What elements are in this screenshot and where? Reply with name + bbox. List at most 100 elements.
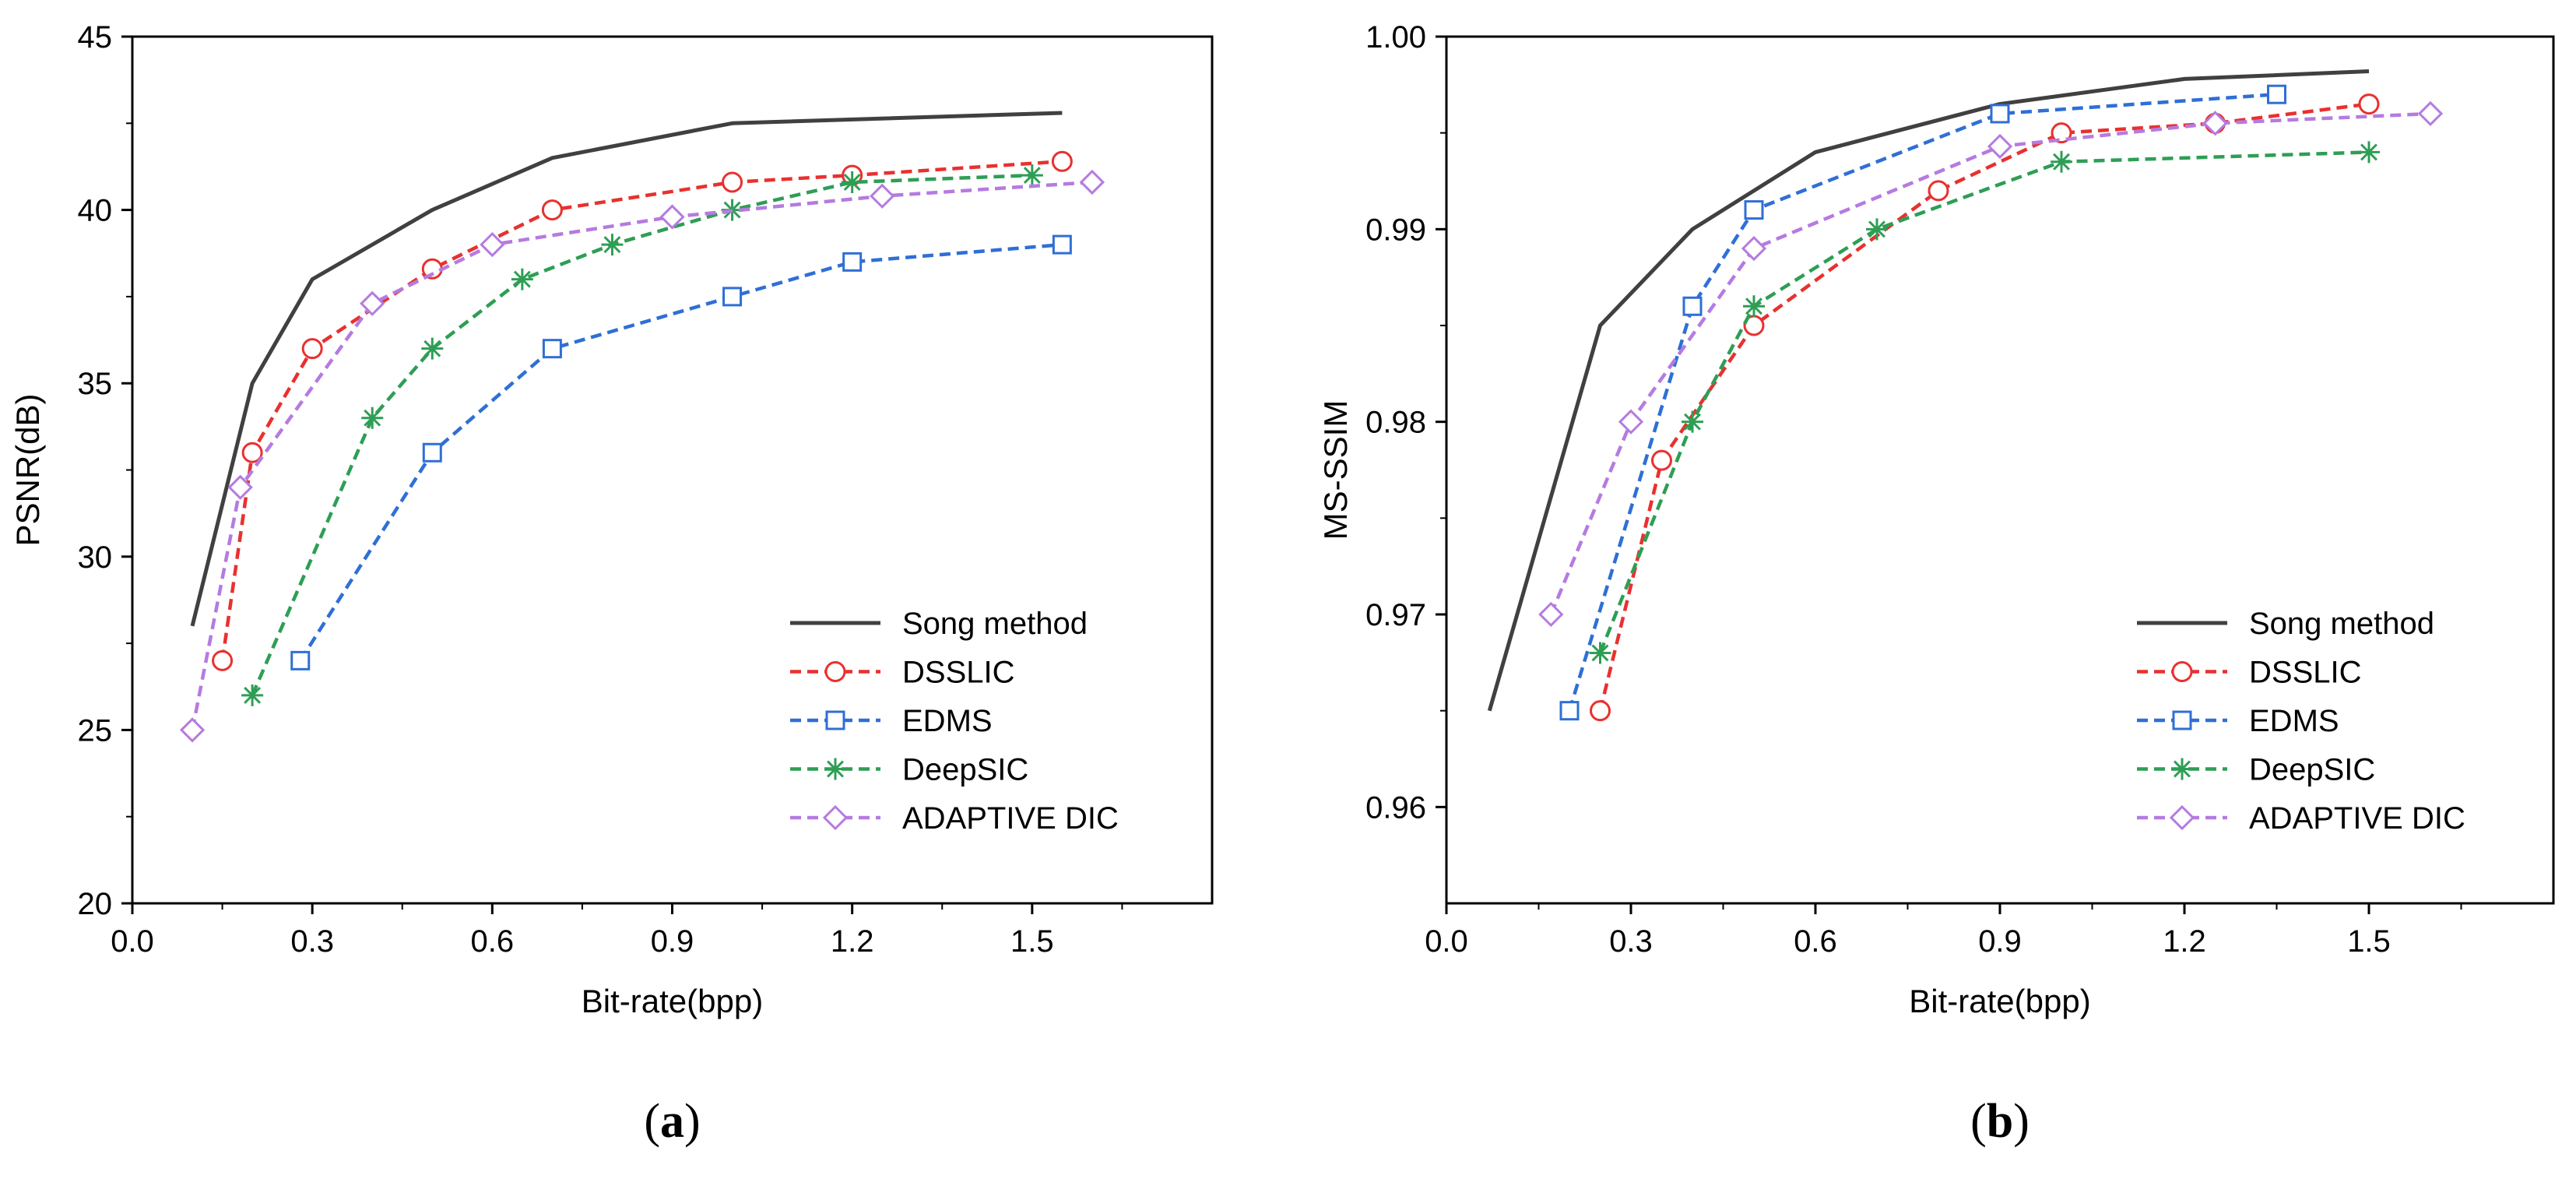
data-point-marker [361,406,384,429]
y-tick-label: 0.97 [1365,598,1426,632]
data-point-marker [241,684,264,706]
y-tick-label: 0.96 [1365,790,1426,825]
x-tick-label: 0.3 [1609,924,1653,959]
data-point-marker [1021,164,1043,187]
data-point-marker [179,717,206,743]
y-tick-label: 0.99 [1365,213,1426,247]
legend-label: ADAPTIVE DIC [2249,801,2465,836]
data-point-marker [2417,100,2444,127]
x-tick-label: 0.0 [111,924,154,959]
x-axis-label: Bit-rate(bpp) [582,983,763,1019]
data-point-marker [227,474,253,500]
y-tick-label: 45 [78,20,113,55]
series-line [1549,111,2431,615]
legend-marker [824,661,846,682]
x-tick-label: 1.5 [2347,924,2391,959]
x-tick-label: 0.0 [1425,924,1468,959]
y-tick-label: 30 [78,540,113,575]
x-tick-label: 0.9 [1978,924,2022,959]
paren-close: ) [2013,1095,2030,1148]
data-point-marker [480,231,505,258]
legend-label: EDMS [2249,704,2339,738]
legend-marker [2169,804,2195,831]
data-point-marker [1052,234,1072,255]
series-song-method [1487,69,2370,712]
y-tick-label: 1.00 [1365,20,1426,55]
data-point-marker [601,234,624,256]
data-point-marker [2051,150,2072,173]
paren-close: ) [684,1095,701,1148]
y-tick-label: 20 [78,887,113,921]
legend-label: EDMS [902,704,993,738]
series-line [1598,150,2370,654]
series-line [190,111,1063,627]
data-point-marker [1682,410,1703,433]
data-point-marker [541,199,563,221]
subfigure-label: (a) [644,1095,700,1148]
data-point-marker [212,649,234,671]
data-point-marker [1590,700,1611,722]
x-tick-label: 0.6 [1794,924,1837,959]
data-point-marker [421,337,444,360]
data-point-marker [511,268,533,290]
data-point-marker [2358,93,2380,115]
chart-panel-b: 0.0 0.3 0.6 0.9 1.2 1.5 0.96 0.97 0.98 0.99 1.00 Bi… [1317,20,2555,1148]
x-tick-label: 1.2 [831,924,874,959]
legend-label: DSSLIC [902,656,1015,690]
legend-label: DeepSIC [902,753,1028,787]
y-tick-label: 25 [78,713,113,748]
subfigure-letter: a [660,1095,684,1148]
y-axis-label: MS-SSIM [1317,400,1354,540]
data-point-marker [870,183,895,209]
series-edms [290,234,1072,670]
legend-marker [822,804,849,831]
data-point-marker [1987,133,2013,160]
series-adaptive-dic [179,169,1105,743]
data-point-marker [1682,296,1703,316]
legend-label: DeepSIC [2249,753,2375,787]
series-line [1567,92,2277,712]
y-tick-label: 40 [78,194,113,228]
series-edms [1559,84,2286,721]
legend-marker [824,758,846,780]
legend-marker [2171,661,2193,682]
series-line [251,173,1032,696]
legend-label: DSSLIC [2249,656,2362,690]
data-point-marker [1079,169,1105,195]
series-line [190,180,1093,730]
data-point-marker [1928,180,1949,202]
plot-frame [131,35,1214,905]
data-point-marker [2358,141,2380,164]
data-point-marker [301,338,323,360]
data-point-marker [1743,295,1765,318]
paren-open: ( [1970,1095,1987,1148]
legend-marker [2171,758,2193,780]
paren-open: ( [644,1095,660,1148]
data-point-marker [1538,601,1564,628]
y-axis-label: PSNR(dB) [9,393,46,546]
data-point-marker [2202,111,2228,136]
y-tick-label: 35 [78,367,113,401]
data-point-marker [1559,701,1580,721]
x-tick-label: 0.6 [471,924,515,959]
legend-marker [2172,710,2192,730]
data-point-marker [842,252,863,272]
legend-label: ADAPTIVE DIC [902,801,1119,836]
series-adaptive-dic [1538,100,2444,628]
data-point-marker [1051,150,1073,172]
series-dsslic [212,150,1073,671]
subfigure-letter: b [1987,1095,2013,1148]
data-point-marker [241,442,263,463]
legend-label: Song method [902,607,1088,641]
data-point-marker [659,204,685,230]
x-tick-label: 0.3 [290,924,334,959]
data-point-marker [290,650,311,670]
data-point-marker [422,442,442,463]
data-point-marker [841,171,863,193]
data-point-marker [1990,104,2010,124]
y-tick-label: 0.98 [1365,406,1426,440]
legend: Song method DSSLIC EDMS DeepSIC ADAPTIVE DIC [790,607,1119,836]
data-point-marker [1741,235,1767,262]
data-point-marker [722,287,743,307]
